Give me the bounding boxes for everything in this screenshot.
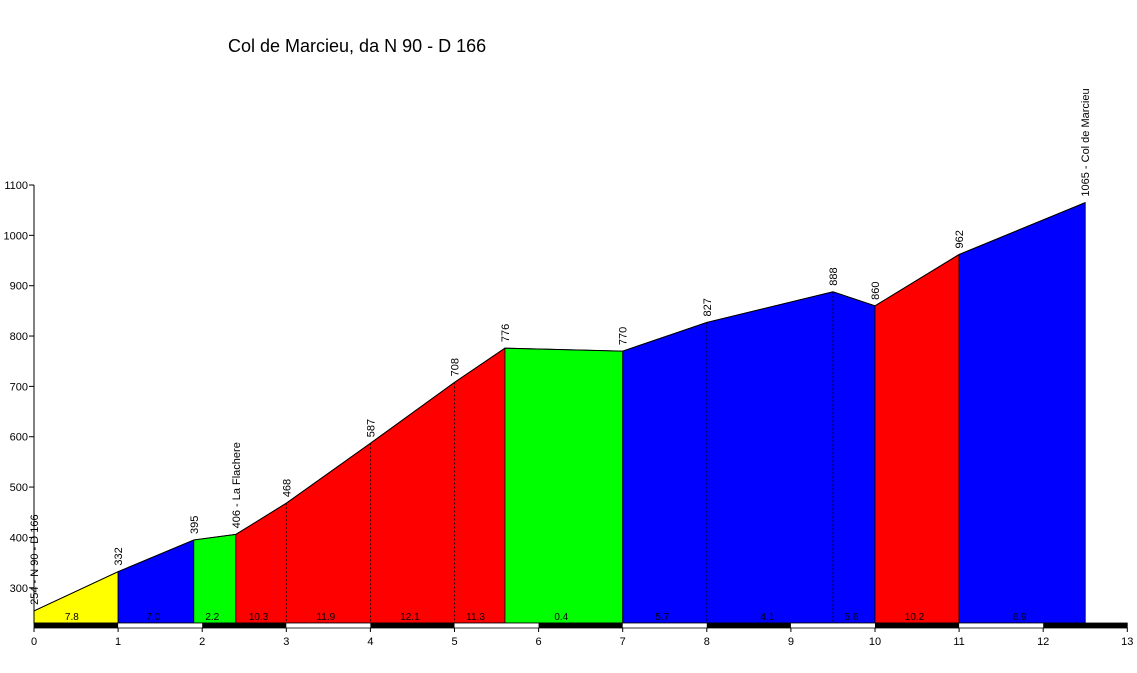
y-tick-label-8: 1100 [4,180,28,192]
point-label-6: 708 [450,358,462,376]
ruler-block-4 [370,623,455,628]
x-tick-label-2: 2 [199,636,205,648]
x-tick-label-8: 8 [704,636,710,648]
x-tick-label-3: 3 [283,636,289,648]
gradient-label-6: 11.3 [466,612,485,623]
point-label-11: 860 [870,281,882,299]
gradient-label-11: 10.2 [905,612,925,623]
point-label-5: 587 [365,419,377,437]
dashed-markers [285,291,834,623]
point-label-1: 332 [113,547,125,565]
point-label-12: 962 [954,230,966,248]
gradient-labels: 7.8 7.0 2.2 10.3 11.9 12.1 11.3 0.4 5.7 4.1 5.6 10.… [65,612,1027,623]
x-tick-label-13: 13 [1121,636,1133,648]
y-tick-label-2: 500 [10,482,28,494]
y-tick-label-3: 600 [10,432,28,444]
y-tick-label-1: 400 [10,532,28,544]
gradient-label-1: 7.0 [146,612,160,623]
gradient-label-10: 5.6 [844,612,858,623]
gradient-label-4: 11.9 [316,612,335,623]
ruler-block-6 [538,623,623,628]
gradient-label-3: 10.3 [249,612,269,623]
segment-5 [622,291,876,624]
point-labels: 254 - N 90 - D 166 332 395 406 - La Flacher… [29,88,1092,605]
segment-4 [504,347,624,624]
gradient-label-12: 6.9 [1013,612,1027,623]
segment-2 [193,533,237,624]
y-tick-label-4: 700 [10,381,28,393]
x-tick-label-4: 4 [367,636,373,648]
point-label-0: 254 - N 90 - D 166 [29,514,41,605]
profile-areas [33,202,1086,624]
point-label-4: 468 [281,479,293,497]
gradient-label-2: 2.2 [205,612,219,623]
point-label-3: 406 - La Flachere [231,442,243,528]
x-tick-label-7: 7 [620,636,626,648]
x-tick-label-5: 5 [451,636,457,648]
point-label-10: 888 [828,267,840,285]
ruler-block-8 [706,623,791,628]
gradient-label-7: 0.4 [554,612,568,623]
x-tick-label-6: 6 [536,636,542,648]
y-tick-label-7: 1000 [4,230,28,242]
segment-3 [235,347,506,624]
y-tick-label-0: 300 [10,583,28,595]
ruler-block-10 [875,623,960,628]
x-tick-label-10: 10 [869,636,881,648]
gradient-label-8: 5.7 [655,612,669,623]
axes: 300 400 500 600 700 800 900 1000 1100 [4,180,35,623]
point-label-7: 776 [500,324,512,342]
point-label-2: 395 [189,516,201,534]
ruler-block-12 [1043,623,1128,628]
profile-outline [33,202,1086,612]
gradient-label-9: 4.1 [760,612,774,623]
segment-7 [958,202,1086,624]
gradient-label-5: 12.1 [400,612,420,623]
x-tick-label-11: 11 [953,636,964,648]
chart-title: Col de Marcieu, da N 90 - D 166 [228,36,486,56]
x-tick-label-9: 9 [788,636,794,648]
x-tick-label-0: 0 [31,636,37,648]
gradient-label-0: 7.8 [65,612,79,623]
x-tick-label-12: 12 [1037,636,1049,648]
y-tick-label-5: 800 [10,331,28,343]
x-tick-label-1: 1 [115,636,121,648]
point-label-13: 1065 - Col de Marcieu [1080,88,1092,196]
distance-ruler: 0 1 2 3 4 5 6 7 8 9 10 11 12 13 [31,622,1133,648]
segment-1 [117,539,195,624]
point-label-9: 827 [702,298,714,316]
point-label-8: 770 [618,327,630,345]
ruler-block-2 [202,623,287,628]
y-tick-label-6: 900 [10,281,28,293]
segment-6 [874,253,960,624]
ruler-block-0 [34,623,119,628]
